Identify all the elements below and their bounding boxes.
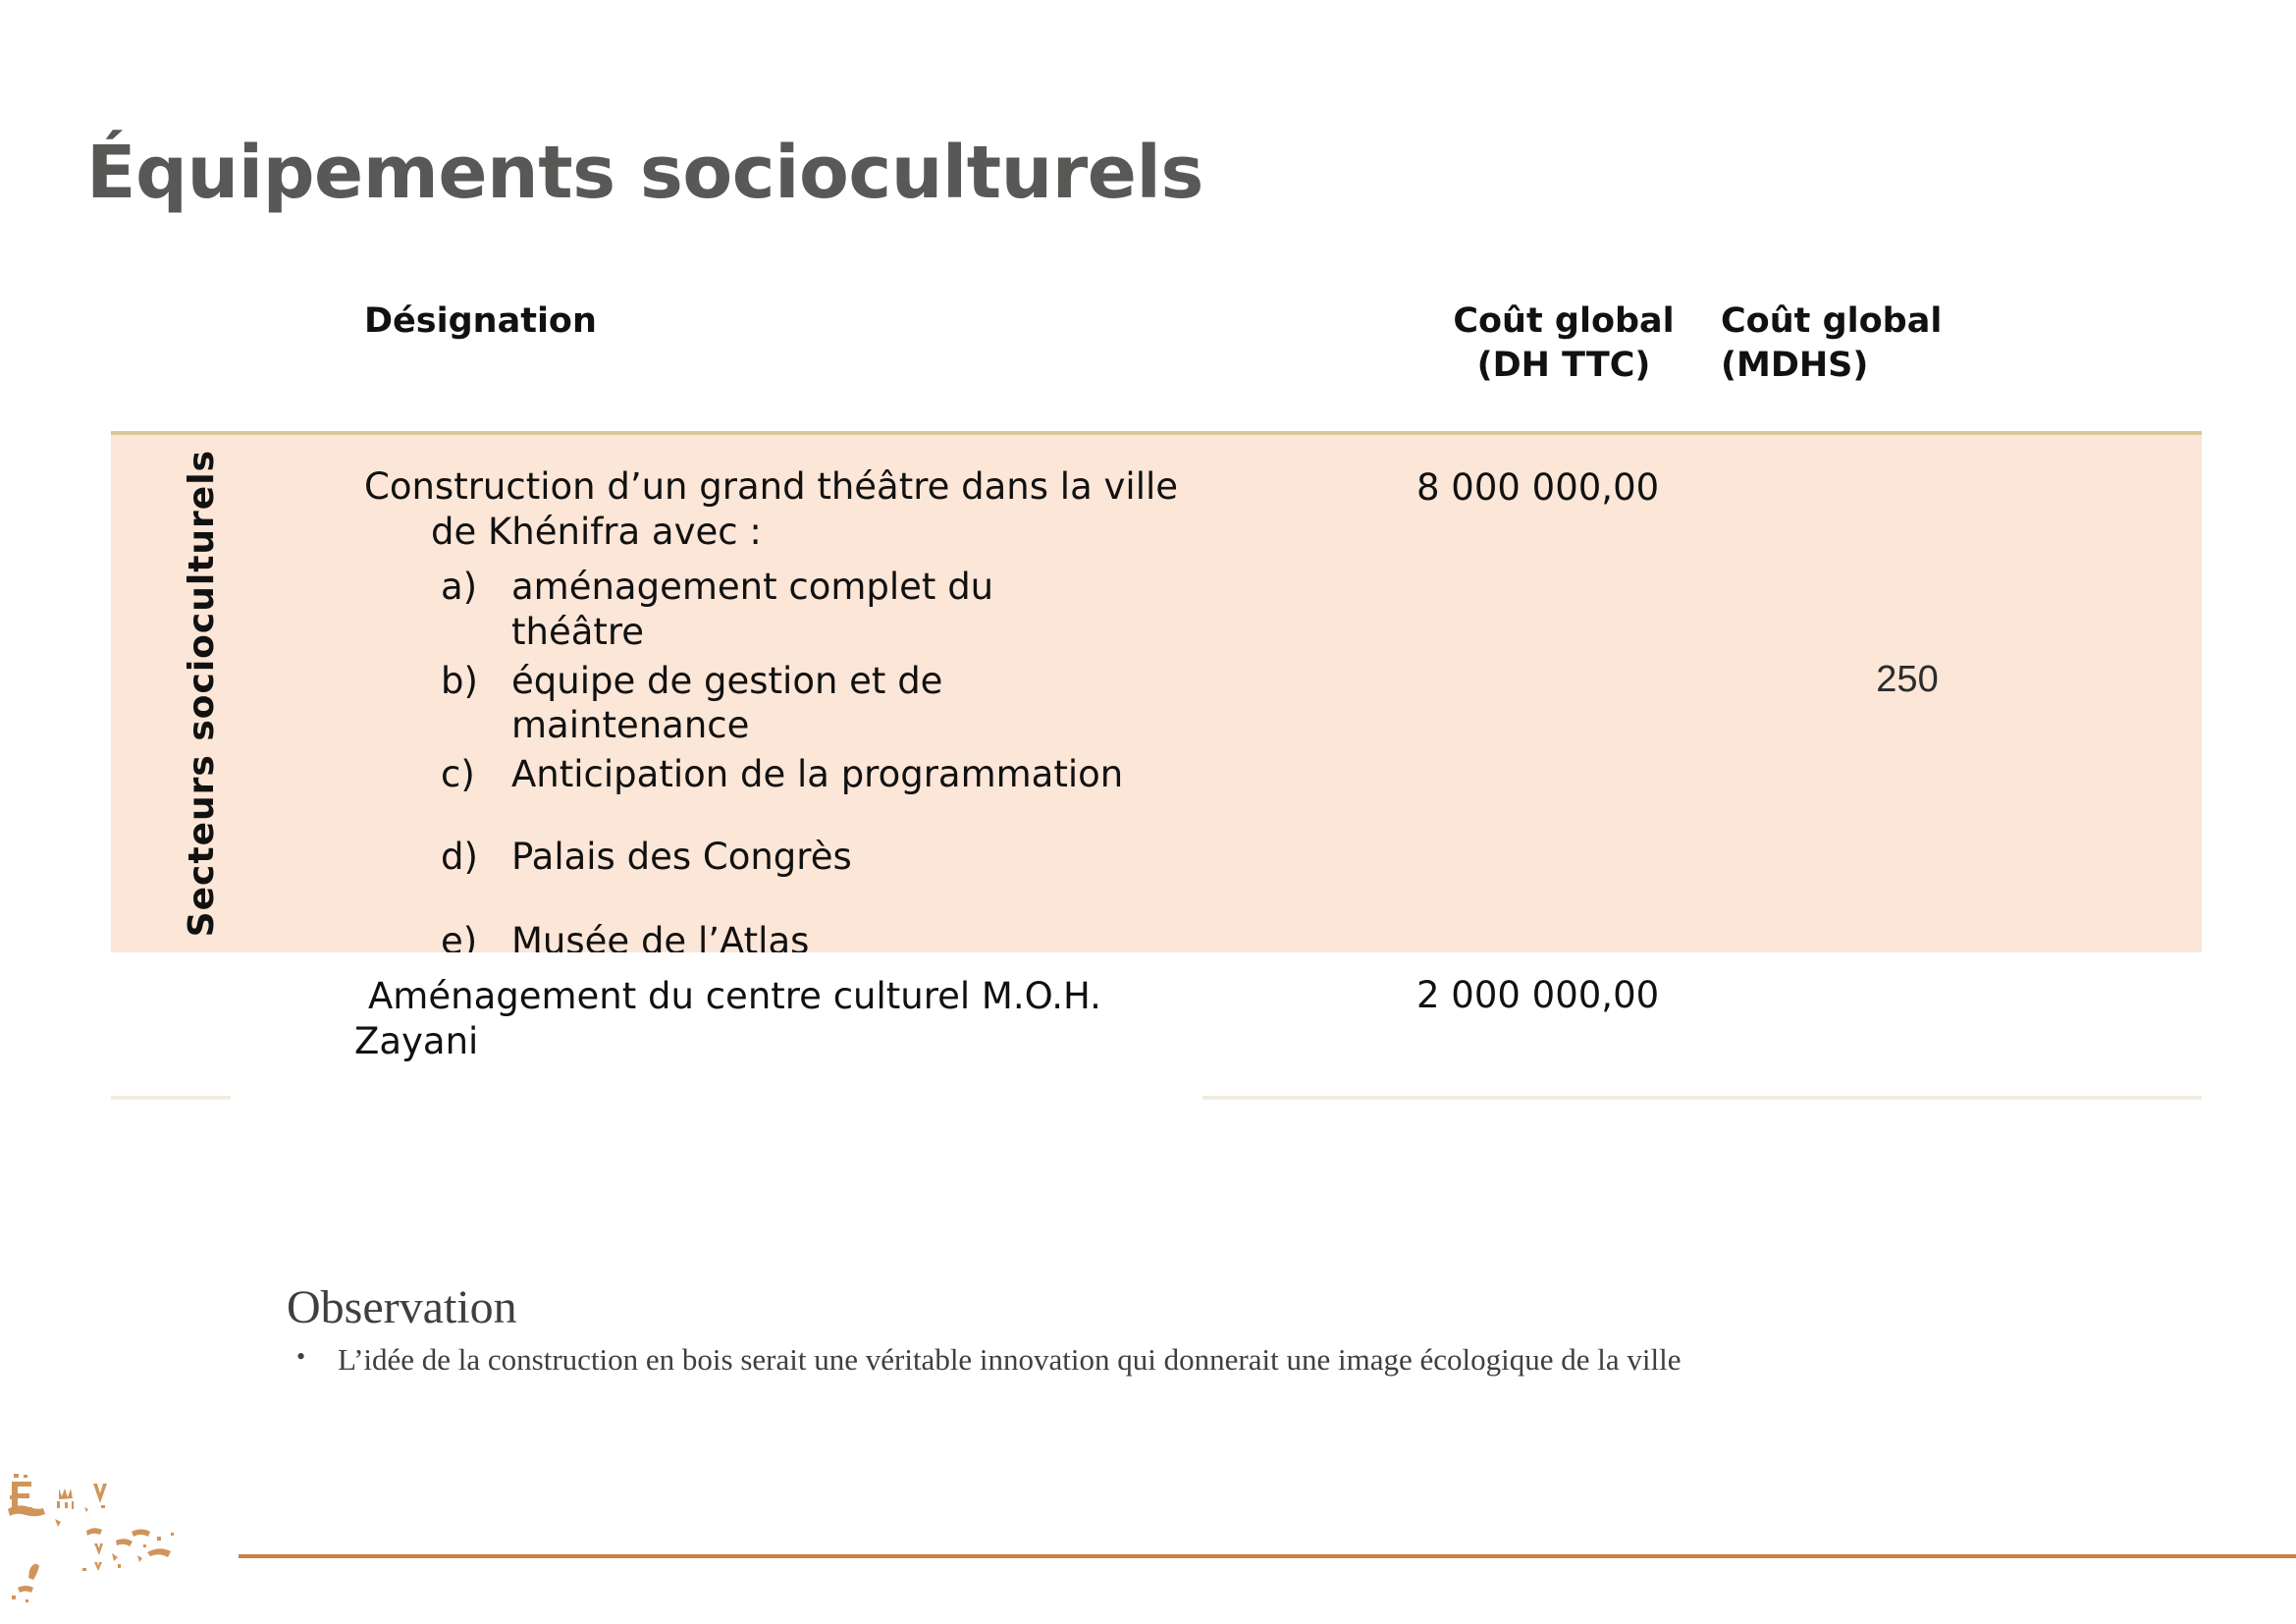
cell-cost-mdhs: 250 [1876,659,1939,700]
column-header-cost-dh-ttc-line2: (DH TTC) [1476,345,1651,385]
socio-cultural-equipment-table: Désignation Coût global (DH TTC) Coût gl… [111,283,2202,1168]
observation-section: Observation • L’idée de la construction … [287,1281,2054,1380]
column-header-cost-dh-ttc-line1: Coût global [1453,301,1675,341]
observation-title: Observation [287,1281,517,1333]
list-item: b) équipe de gestion et de maintenance [441,659,1385,749]
cell-designation: Construction d’un grand théâtre dans la … [364,464,1385,968]
column-header-designation: Désignation [364,301,597,341]
list-item: • L’idée de la construction en bois sera… [287,1340,2054,1380]
designation-lead: Construction d’un grand théâtre dans la … [364,464,1385,555]
list-item-text-line1: Palais des Congrès [511,836,852,879]
list-item-marker: c) [441,753,475,796]
designation-lead-line2: de Khénifra avec : [431,510,762,553]
table-header-row: Désignation Coût global (DH TTC) Coût gl… [111,283,2202,437]
row-group-label-secteurs-socioculturels: Secteurs socioculturels [162,435,240,952]
cell-cost-dh-ttc: 8 000 000,00 [1416,466,1660,509]
decorative-watermark-icon [8,1474,174,1602]
column-header-cost-mdhs: Coût global (MDHS) [1721,299,2005,388]
column-header-cost-mdhs-line1: Coût global [1721,301,1943,341]
designation-line1: Aménagement du centre culturel M.O.H. [368,975,1101,1017]
designation-sub-item-list: a) aménagement complet du théâtre b) équ… [364,565,1385,965]
list-item-text-line1: aménagement complet du [511,565,994,608]
list-item-text-line2: théâtre [511,610,645,653]
table-row: Aménagement du centre culturel M.O.H. Za… [111,952,2202,1096]
list-item: a) aménagement complet du théâtre [441,565,1385,655]
list-item-marker: d) [441,836,478,879]
bullet-icon: • [296,1341,306,1371]
list-item-text: L’idée de la construction en bois serait… [338,1341,1682,1377]
designation-line2: Zayani [354,1019,479,1062]
list-item-marker: a) [441,565,478,608]
cell-cost-dh-ttc: 2 000 000,00 [1416,974,1660,1016]
table-row: Secteurs socioculturels Construction d’u… [111,435,2202,1168]
column-header-cost-dh-ttc: Coût global (DH TTC) [1421,299,1706,388]
list-item: c) Anticipation de la programmation [441,752,1385,797]
cell-designation: Aménagement du centre culturel M.O.H. Za… [354,974,1389,1064]
page-title: Équipements socioculturels [86,131,1203,215]
list-item-text-line1: Anticipation de la programmation [511,753,1124,796]
header-divider [111,431,2202,437]
list-item-text-line2: maintenance [511,704,750,747]
designation-lead-line1: Construction d’un grand théâtre dans la … [364,465,1179,508]
row-group-label-text: Secteurs socioculturels [181,450,222,938]
observation-bullet-list: • L’idée de la construction en bois sera… [287,1340,2054,1380]
list-item: d) Palais des Congrès [441,835,1385,880]
footer-divider [239,1554,2296,1558]
list-item-text-line1: équipe de gestion et de [511,659,943,702]
column-header-cost-mdhs-line2: (MDHS) [1721,345,1869,385]
list-item-marker: b) [441,659,478,702]
